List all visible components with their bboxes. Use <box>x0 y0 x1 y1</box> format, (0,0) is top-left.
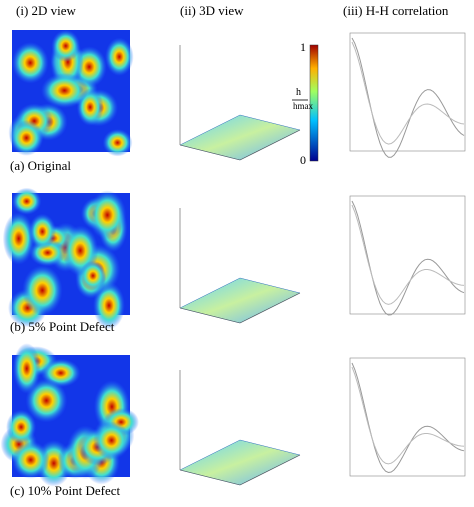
axis-line <box>239 129 301 161</box>
column-header: (ii) 3D view <box>180 3 244 18</box>
colorbar-numerator: h <box>296 87 301 98</box>
colorbar-min: 0 <box>300 153 306 167</box>
heatmap-blob <box>25 378 68 423</box>
heatmap-blob <box>79 260 107 291</box>
colorbar-denominator: hmax <box>293 101 313 111</box>
heatmap-blob <box>88 190 127 240</box>
heatmap-blob <box>22 265 63 316</box>
heatmap-blob <box>11 41 49 84</box>
correlation-curve <box>351 362 465 474</box>
heatmap-blob <box>104 37 134 77</box>
plot-frame <box>349 32 466 152</box>
correlation-curve <box>351 41 465 145</box>
heatmap-blob <box>40 72 88 109</box>
plot-frame <box>349 195 466 315</box>
colorbar-max: 1 <box>300 40 306 54</box>
surface <box>179 439 301 486</box>
column-header: (i) 2D view <box>16 3 76 18</box>
row-label: (b) 5% Point Defect <box>10 319 115 334</box>
surface <box>179 277 301 324</box>
heatmap-blob <box>9 119 44 156</box>
row-label: (a) Original <box>10 158 72 173</box>
colorbar <box>309 44 319 162</box>
heatmap-blob <box>11 440 50 479</box>
correlation-curve <box>351 37 465 158</box>
heatmap-blob <box>93 421 131 460</box>
column-header: (iii) H-H correlation <box>343 3 449 18</box>
heatmap-blob <box>6 409 37 445</box>
row-label: (c) 10% Point Defect <box>10 483 121 498</box>
correlation-curve <box>351 204 465 305</box>
heatmap-blob <box>102 128 133 157</box>
axis-line <box>239 454 301 486</box>
axis-line <box>179 144 241 161</box>
axis-line <box>179 469 241 486</box>
heatmap-blob <box>51 29 81 63</box>
axis-line <box>179 307 241 324</box>
heatmap-blob <box>2 212 35 265</box>
correlation-curve <box>351 366 465 465</box>
plot-frame <box>349 357 466 477</box>
correlation-curve <box>351 200 465 316</box>
heatmap-blob <box>28 213 57 250</box>
heatmap-blob <box>12 343 41 394</box>
surface <box>179 114 301 161</box>
axis-line <box>239 292 301 324</box>
heatmap-blob <box>11 187 42 215</box>
